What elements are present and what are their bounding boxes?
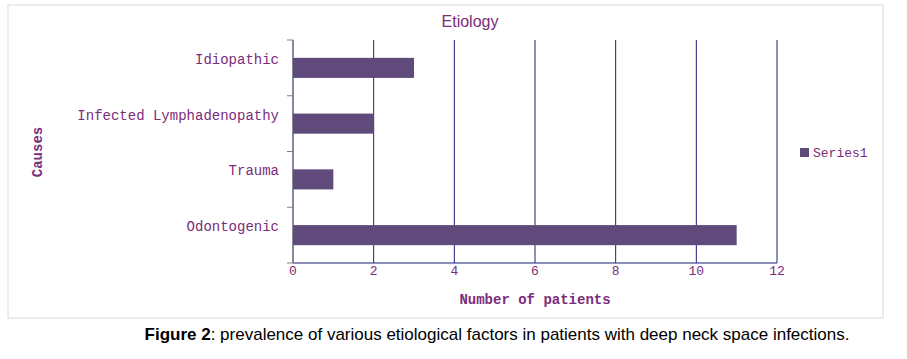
bars xyxy=(293,58,737,245)
y-tick xyxy=(287,40,293,41)
y-axis-title: Causes xyxy=(30,127,46,177)
x-tick-label: 6 xyxy=(531,264,539,279)
category-label: Infected Lymphadenopathy xyxy=(77,108,279,124)
bar xyxy=(293,169,333,189)
bar xyxy=(293,225,737,245)
x-axis-title: Number of patients xyxy=(459,292,610,308)
chart-frame xyxy=(8,5,883,318)
x-tick-label: 8 xyxy=(612,264,620,279)
x-tick-label: 12 xyxy=(769,264,785,279)
caption-label: Figure 2 xyxy=(145,325,211,344)
category-label: Odontogenic xyxy=(187,219,279,235)
bar xyxy=(293,114,374,134)
category-label: Idiopathic xyxy=(195,52,279,68)
bar xyxy=(293,58,414,78)
caption: Figure 2: prevalence of various etiologi… xyxy=(145,325,850,344)
y-tick xyxy=(287,95,293,96)
y-tick xyxy=(287,151,293,152)
x-tick-label: 0 xyxy=(289,264,297,279)
grid-line xyxy=(777,40,778,263)
x-axis-line xyxy=(293,263,777,264)
x-tick-label: 4 xyxy=(450,264,458,279)
legend-swatch xyxy=(800,148,809,157)
y-tick xyxy=(287,263,293,264)
legend-label: Series1 xyxy=(813,146,868,161)
x-tick-label: 10 xyxy=(689,264,705,279)
y-tick xyxy=(287,207,293,208)
x-tick-label: 2 xyxy=(370,264,378,279)
category-label: Trauma xyxy=(229,163,279,179)
caption-text: : prevalence of various etiological fact… xyxy=(211,325,850,344)
chart-title: Etiology xyxy=(442,13,499,30)
